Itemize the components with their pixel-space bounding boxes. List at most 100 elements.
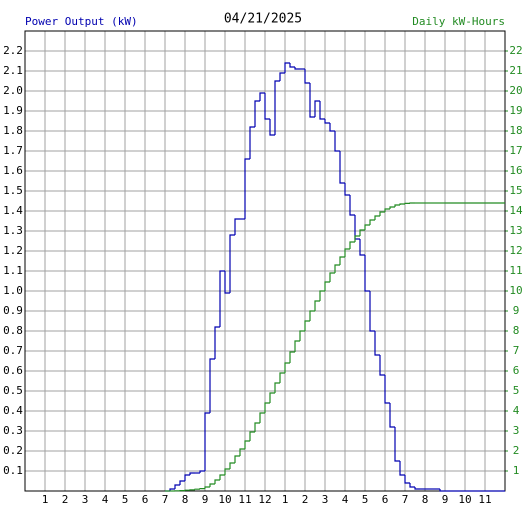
step-segment xyxy=(374,215,380,220)
y-tick-label: 1.4 xyxy=(3,204,23,217)
y2-tick-label: 3 xyxy=(513,424,520,437)
step-segment xyxy=(379,355,385,376)
step-segment xyxy=(219,270,225,327)
step-segment xyxy=(179,480,185,485)
x-tick-label: 11 xyxy=(478,493,491,506)
step-segment xyxy=(279,72,285,81)
step-segment xyxy=(259,412,265,423)
step-segment xyxy=(369,291,375,332)
step-segment xyxy=(339,151,345,184)
y2-tick-label: 10 xyxy=(509,284,522,297)
y-tick-label: 0.8 xyxy=(3,324,23,337)
y-tick-label: 1.6 xyxy=(3,164,23,177)
x-tick-label: 2 xyxy=(62,493,69,506)
y2-tick-label: 8 xyxy=(513,324,520,337)
step-segment xyxy=(399,203,405,205)
y2-tick-label: 6 xyxy=(513,364,520,377)
step-segment xyxy=(194,488,200,490)
y2-tick-label: 21 xyxy=(509,64,522,77)
y2-tick-label: 1 xyxy=(513,464,520,477)
step-segment xyxy=(314,300,320,311)
step-segment xyxy=(234,218,240,235)
y-tick-label: 2.2 xyxy=(3,44,23,57)
y2-tick-label: 7 xyxy=(513,344,520,357)
step-segment xyxy=(174,484,180,489)
step-segment xyxy=(334,131,340,152)
step-segment xyxy=(309,310,315,321)
y-tick-label: 1.9 xyxy=(3,104,23,117)
y2-tick-label: 15 xyxy=(509,184,522,197)
y2-tick-label: 17 xyxy=(509,144,522,157)
step-segment xyxy=(209,483,215,487)
y-tick-label: 0.3 xyxy=(3,424,23,437)
y2-tick-label: 5 xyxy=(513,384,520,397)
step-segment xyxy=(359,229,365,236)
step-segment xyxy=(274,80,280,135)
y2-tick-label: 22 xyxy=(509,44,522,57)
step-segment xyxy=(229,234,235,293)
x-tick-label: 3 xyxy=(322,493,329,506)
y-tick-label: 1.0 xyxy=(3,284,23,297)
y-tick-label: 1.5 xyxy=(3,184,23,197)
y-tick-label: 2.0 xyxy=(3,84,23,97)
x-tick-label: 1 xyxy=(42,493,49,506)
step-segment xyxy=(389,403,395,428)
y2-tick-label: 20 xyxy=(509,84,522,97)
y2-tick-label: 11 xyxy=(509,264,522,277)
step-segment xyxy=(404,202,410,204)
step-segment xyxy=(409,483,415,488)
y-tick-label: 1.8 xyxy=(3,124,23,137)
x-tick-label: 7 xyxy=(402,493,409,506)
step-segment xyxy=(319,290,325,301)
step-segment xyxy=(274,382,280,393)
step-segment xyxy=(309,83,315,118)
step-segment xyxy=(299,330,305,341)
y-tick-label: 2.1 xyxy=(3,64,23,77)
step-segment xyxy=(369,219,375,225)
step-segment xyxy=(349,241,355,249)
step-segment xyxy=(259,92,265,101)
step-segment xyxy=(289,63,295,68)
x-tick-label: 11 xyxy=(238,493,251,506)
y2-tick-label: 4 xyxy=(513,404,520,417)
step-segment xyxy=(359,239,365,256)
step-segment xyxy=(294,340,300,352)
y2-tick-label: 13 xyxy=(509,224,522,237)
step-segment xyxy=(249,431,255,441)
step-segment xyxy=(304,69,310,84)
step-segment xyxy=(334,264,340,273)
step-segment xyxy=(384,208,390,212)
x-tick-label: 2 xyxy=(302,493,309,506)
x-tick-label: 10 xyxy=(218,493,231,506)
step-segment xyxy=(329,123,335,132)
y2-tick-label: 14 xyxy=(509,204,523,217)
step-segment xyxy=(344,183,350,196)
step-segment xyxy=(204,412,210,471)
step-segment xyxy=(269,119,275,136)
x-tick-label: 8 xyxy=(182,493,189,506)
x-tick-label: 12 xyxy=(258,493,271,506)
step-segment xyxy=(249,126,255,159)
y-tick-label: 0.6 xyxy=(3,364,23,377)
y2-tick-label: 16 xyxy=(509,164,522,177)
step-segment xyxy=(199,488,205,490)
plot-border xyxy=(24,30,506,492)
step-segment xyxy=(394,204,400,207)
x-tick-label: 5 xyxy=(122,493,129,506)
step-segment xyxy=(264,93,270,120)
step-segment xyxy=(224,271,230,294)
step-segment xyxy=(199,470,205,473)
step-segment xyxy=(339,256,345,265)
step-segment xyxy=(234,455,240,463)
y-tick-label: 0.2 xyxy=(3,444,23,457)
step-segment xyxy=(229,462,235,469)
y2-tick-label: 12 xyxy=(509,244,522,257)
step-segment xyxy=(324,281,330,291)
step-segment xyxy=(239,448,245,456)
x-tick-label: 1 xyxy=(282,493,289,506)
y-tick-label: 1.3 xyxy=(3,224,23,237)
step-segment xyxy=(284,62,290,73)
step-segment xyxy=(214,479,220,484)
x-tick-label: 3 xyxy=(82,493,89,506)
